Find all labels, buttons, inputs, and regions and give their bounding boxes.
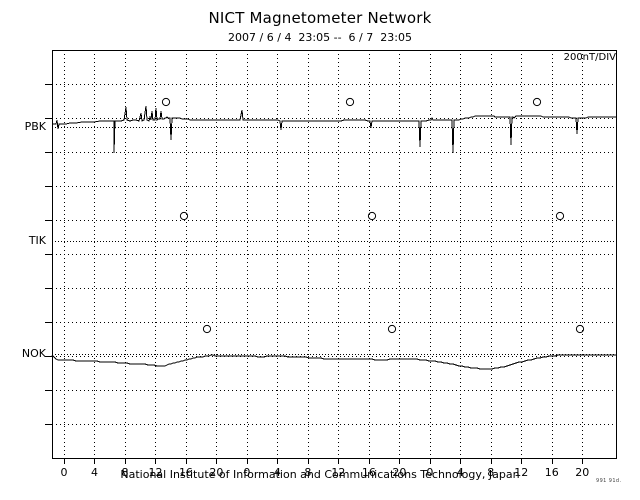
noon-markers [161,97,585,334]
x-axis-tick-label: 12 [514,466,529,479]
y-axis-label-nok: NOK [21,347,46,360]
x-axis-tick-label: 12 [148,466,163,479]
x-axis-tick-label: 0 [60,466,68,479]
scale-label: 200nT/DIV [563,52,616,63]
gridlines [52,50,616,458]
y-axis-ticks [45,84,52,425]
footer-artifact: 991 91d. [596,478,622,484]
x-axis-tick-label: 4 [273,466,281,479]
plot-frame [52,50,617,459]
x-axis-tick-label: 4 [456,466,464,479]
x-axis-tick-label: 20 [209,466,224,479]
chart-footer: National Institute of Information and Co… [120,468,520,481]
data-traces [51,105,616,370]
x-axis-tick-label: 12 [331,466,346,479]
x-axis-tick-label: 0 [426,466,434,479]
x-axis-tick-label: 8 [304,466,312,479]
x-axis-tick-label: 16 [361,466,376,479]
x-axis-tick-label: 8 [487,466,495,479]
baseline-dotted-lines [52,127,616,355]
x-axis-tick-label: 20 [392,466,407,479]
x-axis-tick-label: 0 [243,466,251,479]
chart-subtitle: 2007 / 6 / 4 23:05 -- 6 / 7 23:05 [228,31,412,44]
x-axis-tick-label: 20 [575,466,590,479]
x-axis-tick-label: 8 [121,466,129,479]
x-axis-tick-label: 4 [90,466,98,479]
chart-title: NICT Magnetometer Network [208,9,432,27]
y-axis-label-pbk: PBK [24,120,46,133]
y-axis-label-tik: TIK [28,234,46,247]
x-axis-tick-label: 16 [544,466,559,479]
x-axis-tick-label: 16 [178,466,193,479]
